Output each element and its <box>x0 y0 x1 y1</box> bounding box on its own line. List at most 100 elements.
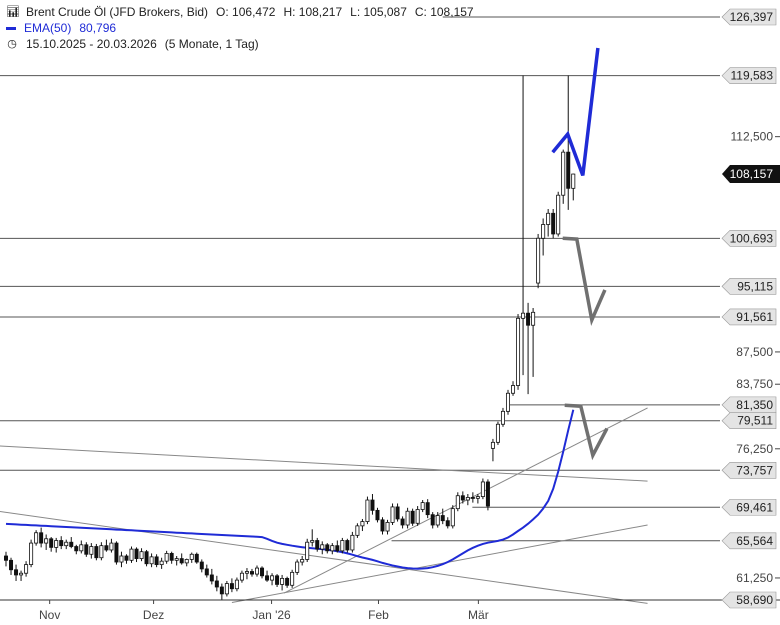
ohlc-high: H: 108,217 <box>283 5 343 19</box>
candle-body <box>511 385 516 394</box>
candle-body <box>375 509 380 521</box>
candle-body <box>440 515 445 522</box>
trendline <box>0 445 648 482</box>
candle-body <box>330 545 335 552</box>
x-tick-label: Nov <box>39 608 60 622</box>
candle-body <box>109 542 114 551</box>
level-label-box <box>721 461 777 479</box>
candle-body <box>385 522 390 532</box>
candle-body <box>4 555 9 561</box>
trendline <box>231 524 648 603</box>
candle-body <box>465 497 470 501</box>
candle-body <box>244 571 249 574</box>
y-tick-label: 61,250 <box>736 571 773 585</box>
level-label-box <box>721 498 777 516</box>
candle-body <box>64 541 69 547</box>
candle-body <box>335 545 340 552</box>
candle-body <box>199 561 204 570</box>
candle-body <box>119 555 124 563</box>
x-tick-label: Mär <box>468 608 489 622</box>
ohlc-low: L: 105,087 <box>350 5 407 19</box>
level-label-box <box>721 8 777 26</box>
candle-body <box>410 510 415 524</box>
candle-body <box>561 151 566 196</box>
period-detail: (5 Monate, 1 Tag) <box>164 37 259 51</box>
candle-body <box>184 559 189 564</box>
candle-body <box>551 212 556 235</box>
candle-body <box>154 556 159 566</box>
candle-body <box>455 495 460 510</box>
candle-body <box>74 546 79 552</box>
x-tick-label: Jan '26 <box>252 608 291 622</box>
candle-body <box>566 151 571 189</box>
candle-body <box>49 538 54 548</box>
forecast-path <box>551 47 600 177</box>
y-tick-label: 87,500 <box>736 345 773 359</box>
candle-body <box>174 558 179 561</box>
candle-body <box>189 553 194 560</box>
candle-body <box>490 441 495 449</box>
candle-body <box>234 579 239 590</box>
ohlc-close: C: 108,157 <box>414 5 474 19</box>
candle-body <box>485 481 490 507</box>
candle-body <box>500 410 505 425</box>
candle-body <box>204 568 209 576</box>
ema-line <box>5 409 575 570</box>
level-label: 58,690 <box>736 593 773 607</box>
candle-body <box>124 555 129 561</box>
level-label: 91,561 <box>736 310 773 324</box>
ohlc-open: O: 106,472 <box>216 5 276 19</box>
candle-body <box>450 508 455 527</box>
candle-body <box>69 541 74 547</box>
candle-body <box>169 553 174 561</box>
level-label: 73,757 <box>736 463 773 477</box>
candle-body <box>260 567 265 577</box>
level-label: 81,350 <box>736 398 773 412</box>
level-label-box <box>721 591 777 609</box>
candle-body <box>39 532 44 544</box>
candle-body <box>370 499 375 511</box>
candle-body <box>139 551 144 559</box>
candle-body <box>310 540 315 543</box>
candle-body <box>164 553 169 562</box>
legend-period-row: ◷ 15.10.2025 - 20.03.2026 (5 Monate, 1 T… <box>6 36 482 52</box>
candle-body <box>355 525 360 536</box>
x-tick-label: Dez <box>143 608 164 622</box>
level-label-box <box>721 412 777 430</box>
level-label-box <box>721 308 777 326</box>
candle-body <box>14 569 19 576</box>
candle-body <box>360 521 365 527</box>
period-range: 15.10.2025 - 20.03.2026 <box>26 37 157 51</box>
candle-body <box>285 577 290 586</box>
trendline <box>283 407 648 594</box>
candle-body <box>475 496 480 499</box>
line-icon <box>6 26 16 30</box>
candle-body <box>295 561 300 573</box>
level-label-box <box>721 67 777 84</box>
level-label: 69,461 <box>736 500 773 514</box>
last-price-box <box>722 165 780 184</box>
candle-body <box>320 544 325 550</box>
legend-title-row: 📊︎ Brent Crude Öl (JFD Brokers, Bid) O: … <box>6 4 482 20</box>
candle-body <box>44 538 49 544</box>
candle-body <box>521 312 526 319</box>
candle-body <box>531 311 536 326</box>
candle-body <box>290 571 295 586</box>
candle-body <box>194 553 199 563</box>
candle-body <box>571 173 576 189</box>
instrument-title: Brent Crude Öl (JFD Brokers, Bid) <box>26 5 209 19</box>
candle-body <box>59 540 64 547</box>
level-label: 126,397 <box>730 10 774 24</box>
candle-body <box>365 499 370 522</box>
candle-body <box>505 392 510 412</box>
candle-body <box>275 575 280 585</box>
candle-body <box>229 583 234 590</box>
candle-body <box>390 506 395 523</box>
candlestick-icon: 📊︎ <box>6 6 20 18</box>
candle-body <box>400 518 405 526</box>
y-tick-label: 76,250 <box>736 442 773 456</box>
candle-body <box>425 502 430 516</box>
candle-body <box>79 544 84 552</box>
level-label: 65,564 <box>736 534 773 548</box>
